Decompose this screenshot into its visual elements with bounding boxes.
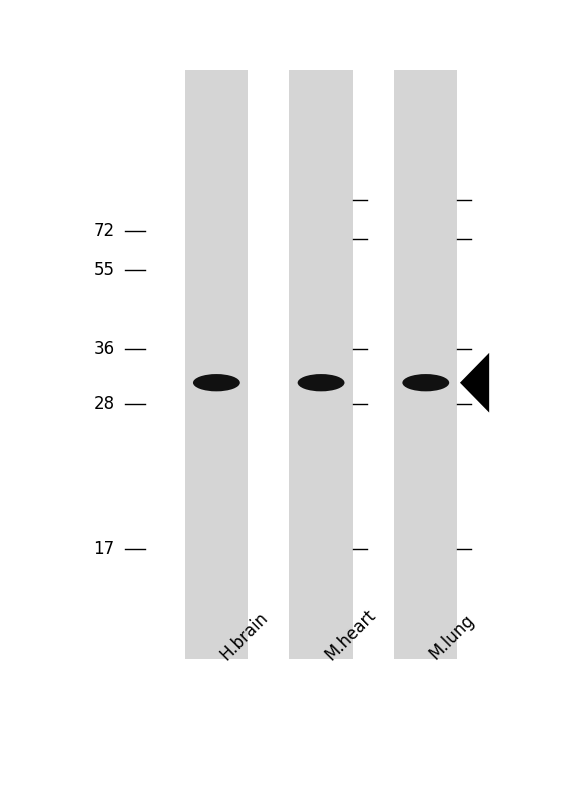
Bar (394, 70, 458, 659)
Text: 17: 17 (93, 540, 114, 558)
Ellipse shape (298, 374, 345, 391)
Ellipse shape (193, 374, 240, 391)
Text: M.heart: M.heart (321, 606, 379, 663)
Text: 72: 72 (93, 222, 114, 240)
Text: 28: 28 (93, 395, 114, 413)
Text: H.brain: H.brain (216, 608, 272, 663)
Bar (185, 70, 248, 659)
Polygon shape (460, 353, 489, 413)
Text: M.lung: M.lung (426, 611, 478, 663)
Text: 55: 55 (93, 262, 114, 279)
Text: 36: 36 (93, 340, 114, 358)
Ellipse shape (402, 374, 449, 391)
Bar (289, 70, 353, 659)
